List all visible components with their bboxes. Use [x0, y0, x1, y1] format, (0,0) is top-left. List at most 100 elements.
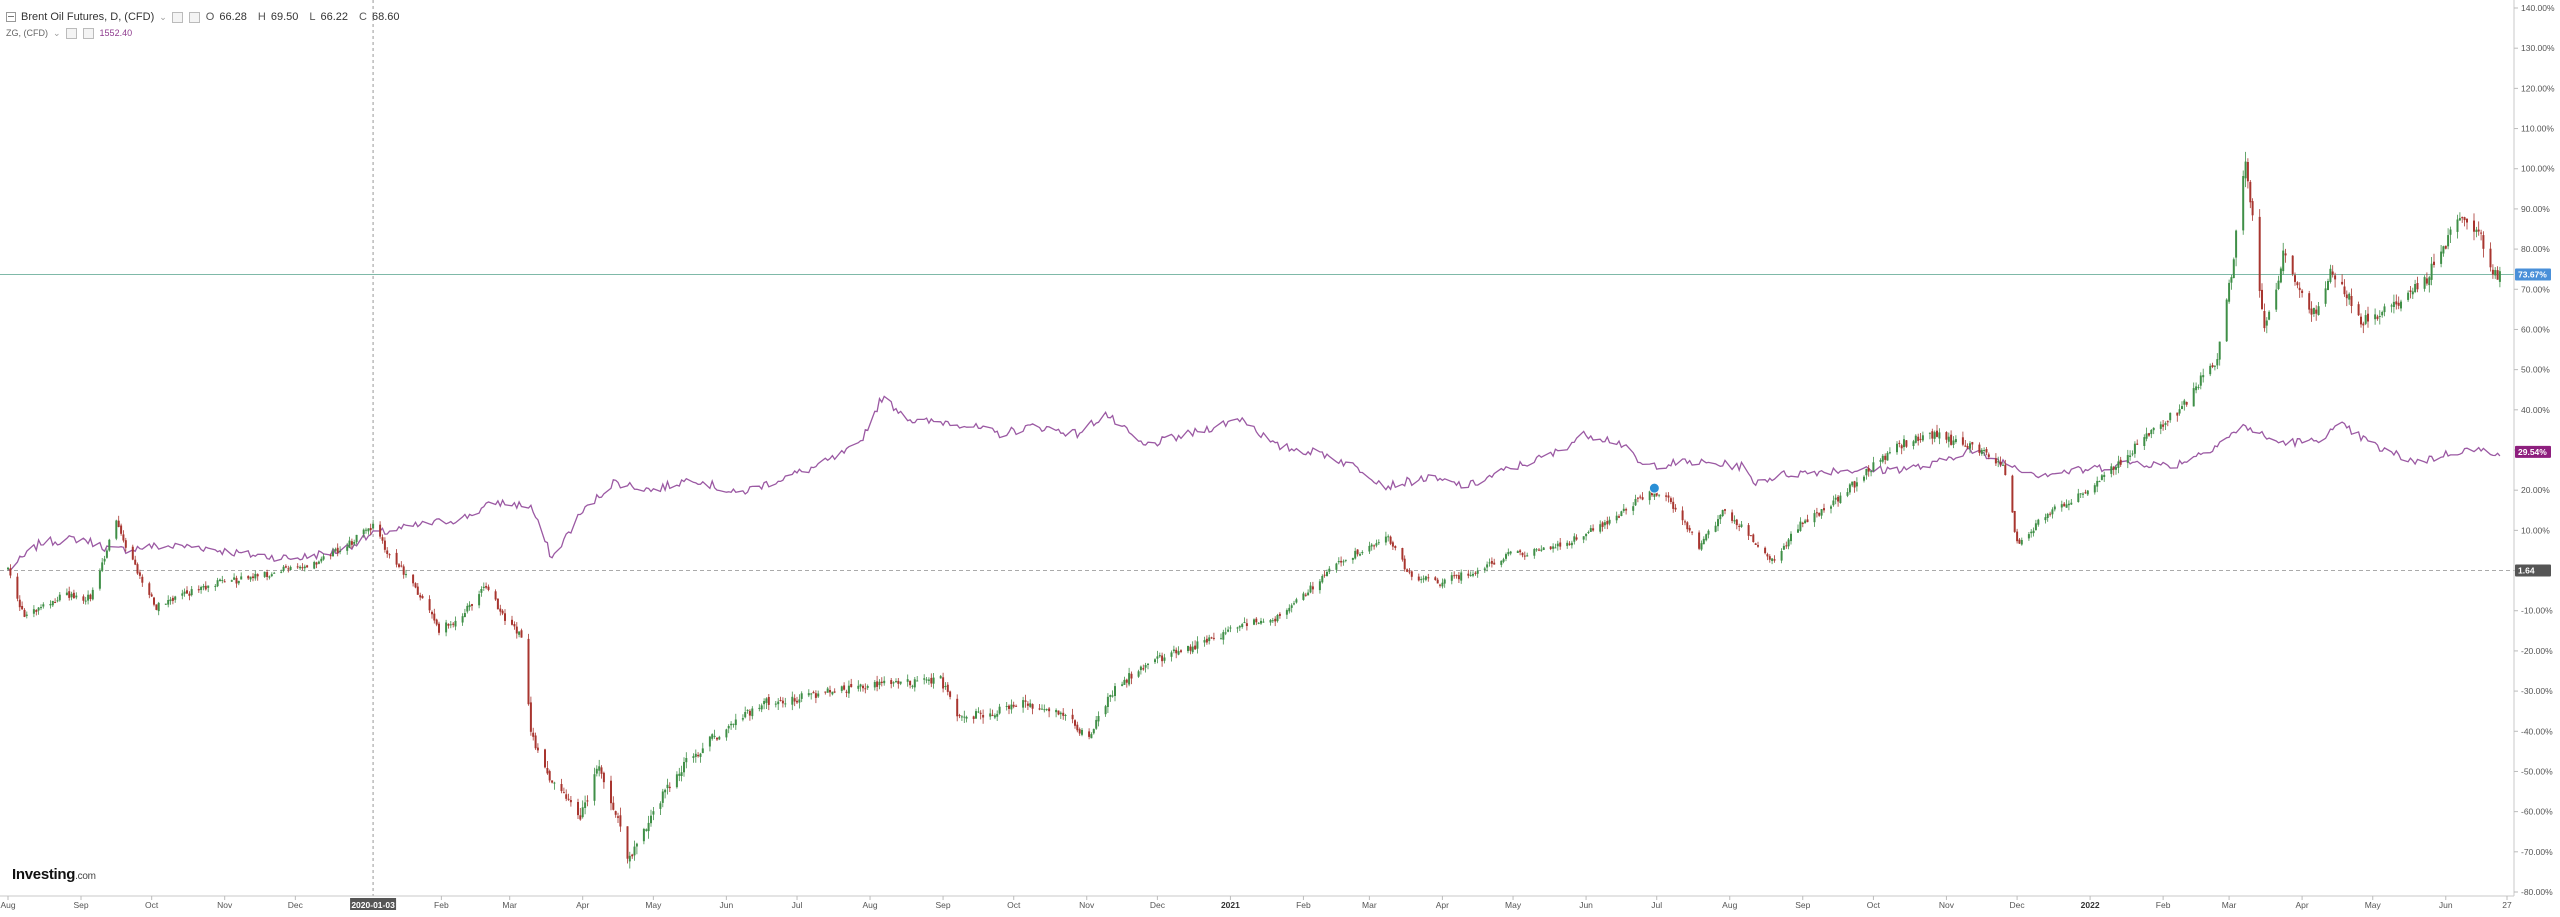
candle-body — [372, 523, 375, 529]
candle-body — [1354, 550, 1357, 559]
close-label: C — [359, 11, 367, 23]
remove-icon[interactable] — [188, 11, 200, 23]
candle-body — [284, 566, 287, 568]
candle-body — [2218, 341, 2221, 360]
candle-body — [1130, 673, 1133, 679]
candle-body — [1733, 520, 1736, 522]
x-tick-label: Mar — [2222, 900, 2237, 910]
chevron-down-icon[interactable]: ⌄ — [159, 12, 167, 22]
candle-body — [2063, 503, 2066, 507]
candle-body — [2242, 176, 2245, 231]
x-tick-label: Jun — [1579, 900, 1593, 910]
candle-body — [353, 542, 356, 544]
candle-body — [1008, 705, 1010, 709]
candle-body — [1886, 452, 1889, 461]
current-price-badge-label: 73.67% — [2518, 270, 2547, 280]
candle-body — [174, 596, 177, 600]
candle-body — [697, 754, 700, 757]
candle-body — [2367, 313, 2369, 322]
candle-body — [1194, 645, 1197, 650]
candle-body — [2449, 229, 2452, 235]
candle-body — [23, 609, 26, 617]
candle-body — [859, 684, 862, 687]
candle-body — [2103, 474, 2106, 477]
candle-body — [301, 567, 304, 569]
y-tick-label: -50.00% — [2521, 766, 2553, 776]
candle-body — [18, 599, 21, 608]
instrument-name[interactable]: Brent Oil Futures, D, (CFD) — [21, 11, 155, 23]
candle-body — [2065, 504, 2068, 508]
candle-body — [1766, 554, 1769, 557]
candle-body — [650, 815, 652, 824]
y-tick-label: 50.00% — [2521, 365, 2550, 375]
candle-body — [1210, 637, 1213, 639]
y-tick-label: -30.00% — [2521, 686, 2553, 696]
candle-body — [1424, 576, 1427, 580]
candle-body — [741, 718, 744, 720]
candle-body — [2225, 299, 2228, 342]
y-tick-label: 10.00% — [2521, 525, 2550, 535]
crosshair-date-box — [350, 898, 397, 910]
settings-icon[interactable] — [171, 11, 183, 23]
candle-body — [767, 697, 770, 705]
settings-icon[interactable] — [65, 27, 77, 39]
remove-icon[interactable] — [82, 27, 94, 39]
candle-body — [1731, 512, 1734, 521]
compare-symbol[interactable]: ZG, (CFD) — [6, 28, 48, 38]
candle-body — [1884, 455, 1887, 460]
candle-body — [84, 600, 87, 602]
candle-body — [1863, 476, 1865, 481]
candle-body — [247, 576, 250, 579]
candle-body — [230, 580, 233, 582]
candle-body — [1137, 671, 1140, 677]
candle-body — [2002, 464, 2004, 466]
candle-body — [1641, 497, 1644, 500]
candle-body — [1189, 646, 1192, 651]
candle-body — [1288, 607, 1291, 612]
candle-body — [40, 607, 42, 609]
candle-body — [1304, 594, 1307, 596]
candle-body — [221, 580, 224, 581]
candle-body — [1587, 532, 1590, 533]
chevron-down-icon[interactable]: ⌄ — [53, 28, 61, 38]
candle-body — [2169, 412, 2172, 421]
candle-body — [1337, 561, 1340, 563]
candle-body — [1269, 620, 1272, 623]
candle-body — [824, 691, 827, 693]
candle-body — [1323, 574, 1326, 576]
candle-body — [2051, 509, 2054, 515]
candle-body — [2329, 268, 2332, 282]
candle-body — [362, 529, 365, 535]
candle-body — [447, 623, 450, 626]
candle-body — [1672, 501, 1675, 509]
candle-body — [1095, 719, 1098, 729]
candle-body — [1163, 657, 1166, 661]
candle-body — [1243, 622, 1246, 624]
x-tick-label: Feb — [1296, 900, 1311, 910]
open-label: O — [205, 11, 215, 23]
main-series-legend: Brent Oil Futures, D, (CFD) ⌄ O 66.28 H 69… — [6, 9, 406, 25]
candle-body — [1229, 627, 1232, 629]
candle-body — [1945, 432, 1948, 440]
candle-body — [925, 679, 928, 681]
candle-body — [2277, 280, 2280, 289]
candle-body — [1078, 729, 1081, 734]
candle-body — [977, 711, 980, 713]
candle-body — [1964, 445, 1967, 447]
candle-body — [431, 611, 433, 615]
candle-body — [398, 564, 400, 567]
candle-body — [701, 748, 704, 754]
collapse-legend-icon[interactable] — [6, 12, 16, 22]
candle-body — [2183, 400, 2186, 405]
candle-body — [1542, 547, 1545, 550]
candle-body — [1311, 586, 1314, 590]
candle-body — [744, 712, 747, 718]
candle-body — [2251, 201, 2254, 216]
candle-body — [249, 576, 252, 580]
candle-body — [1394, 546, 1397, 548]
candle-body — [2148, 433, 2150, 436]
candle-body — [2195, 386, 2198, 391]
candle-body — [270, 574, 273, 577]
